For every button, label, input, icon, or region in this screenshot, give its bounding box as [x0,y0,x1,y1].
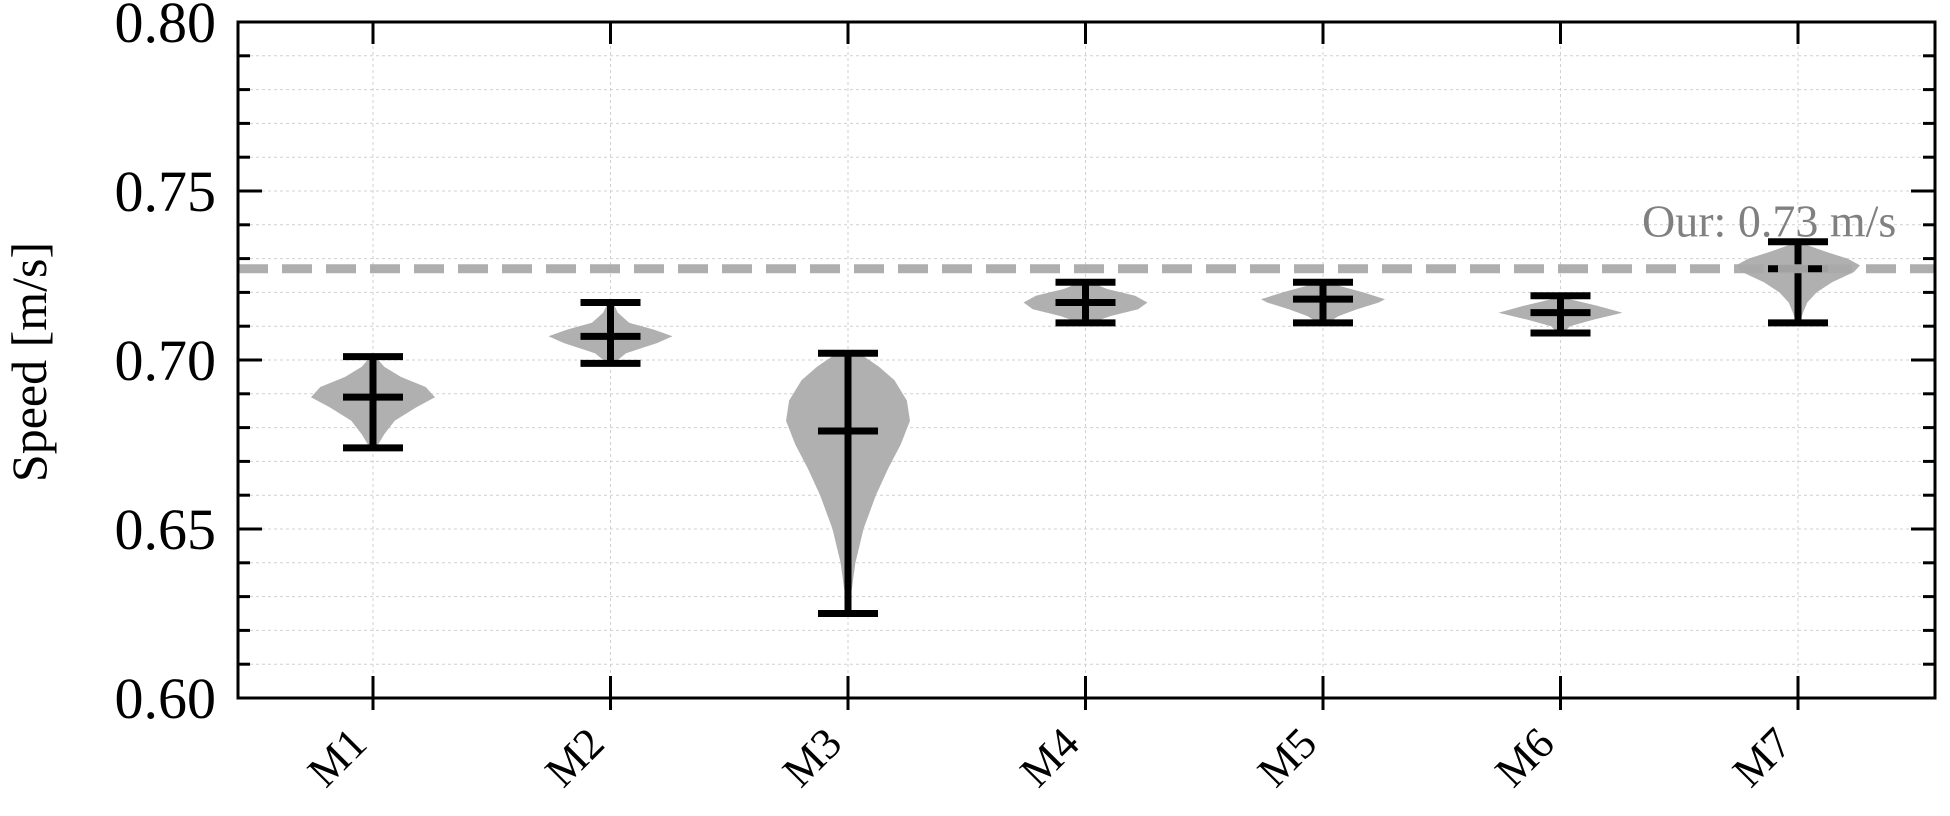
grid-lines [238,21,1935,699]
y-tick-label: 0.75 [115,159,217,224]
reference-line-label: Our: 0.73 m/s [1642,196,1896,247]
x-tick-label: M4 [1011,718,1089,796]
y-tick-label: 0.70 [115,328,217,393]
y-axis-label: Speed [m/s] [1,242,57,482]
x-tick-label: M3 [773,718,851,796]
x-tick-label: M2 [536,718,614,796]
y-tick-label: 0.80 [115,0,217,55]
x-tick-label: M5 [1248,718,1326,796]
y-tick-label: 0.60 [115,666,217,731]
x-tick-label: M1 [298,718,376,796]
violins [311,238,1860,617]
x-tick-label: M6 [1486,718,1564,796]
y-tick-label: 0.65 [115,497,217,562]
reference-line-group: Our: 0.73 m/s [238,196,1935,274]
x-tick-label: M7 [1723,718,1801,796]
